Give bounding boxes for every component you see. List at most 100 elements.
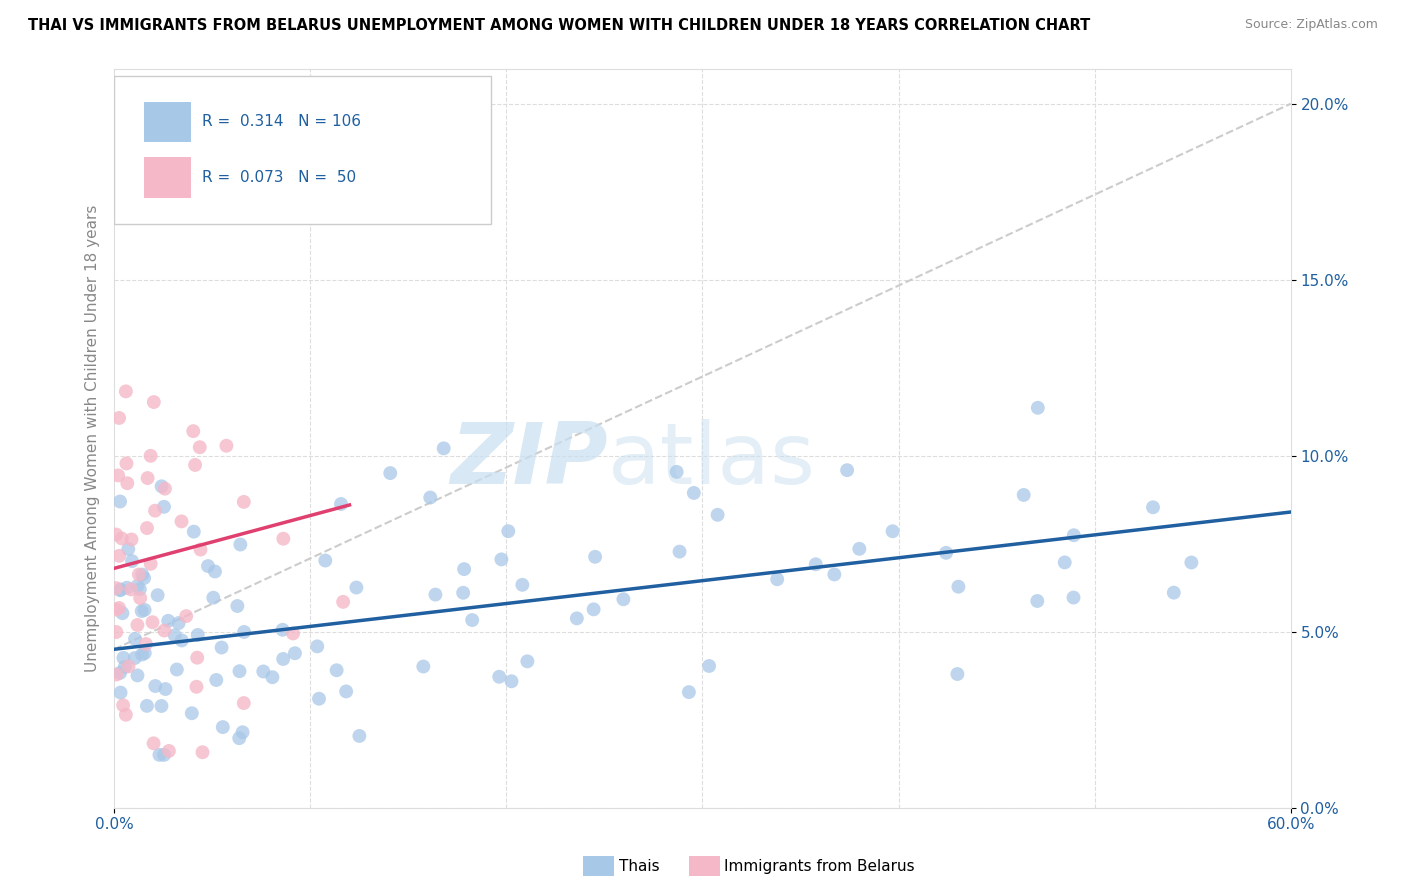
Point — [314, 553, 336, 567]
Point — [131, 604, 153, 618]
Point — [108, 494, 131, 508]
Text: ZIP: ZIP — [451, 418, 609, 502]
Point — [273, 532, 295, 546]
Point — [108, 411, 131, 425]
Point — [124, 651, 146, 665]
Point — [349, 729, 371, 743]
Point — [512, 578, 534, 592]
Point — [135, 637, 157, 651]
Bar — [143, 157, 191, 198]
Point — [211, 640, 233, 655]
Point — [308, 691, 330, 706]
Point — [153, 500, 176, 514]
Point — [134, 646, 156, 660]
Point — [124, 632, 146, 646]
Point — [197, 559, 219, 574]
Point — [205, 673, 228, 687]
Point — [668, 544, 690, 558]
Point — [215, 439, 238, 453]
Point — [139, 557, 162, 571]
Point — [170, 515, 193, 529]
Point — [211, 720, 233, 734]
Point — [112, 651, 135, 665]
Point — [146, 588, 169, 602]
Point — [114, 660, 136, 674]
Point — [697, 659, 720, 673]
Point — [935, 546, 957, 560]
Point — [105, 527, 128, 541]
Point — [184, 458, 207, 472]
Point — [882, 524, 904, 539]
Point — [131, 648, 153, 662]
Point — [157, 614, 180, 628]
Point — [136, 521, 159, 535]
Point — [105, 625, 128, 640]
Point — [461, 613, 484, 627]
Point — [142, 395, 165, 409]
Point — [108, 549, 131, 563]
Point — [143, 679, 166, 693]
Bar — [143, 102, 191, 143]
Point — [453, 562, 475, 576]
Point — [108, 601, 131, 615]
Point — [412, 659, 434, 673]
Point — [183, 524, 205, 539]
Point — [451, 586, 474, 600]
Point — [380, 466, 402, 480]
Point — [131, 567, 153, 582]
Point — [134, 603, 156, 617]
Point — [180, 706, 202, 721]
Point — [117, 541, 139, 556]
Point — [583, 549, 606, 564]
Text: atlas: atlas — [609, 418, 817, 502]
Point — [1012, 488, 1035, 502]
Point — [271, 652, 294, 666]
Point — [166, 663, 188, 677]
Point — [142, 736, 165, 750]
Point — [823, 567, 845, 582]
Point — [190, 542, 212, 557]
Point — [419, 491, 441, 505]
Point — [150, 479, 173, 493]
Text: THAI VS IMMIGRANTS FROM BELARUS UNEMPLOYMENT AMONG WOMEN WITH CHILDREN UNDER 18 : THAI VS IMMIGRANTS FROM BELARUS UNEMPLOY… — [28, 18, 1091, 33]
Point — [112, 698, 135, 713]
Point — [115, 384, 138, 399]
Point — [682, 486, 704, 500]
Point — [105, 602, 128, 616]
Text: R =  0.073   N =  50: R = 0.073 N = 50 — [202, 169, 357, 185]
Point — [155, 681, 177, 696]
Point — [111, 532, 134, 546]
Point — [228, 664, 250, 678]
Y-axis label: Unemployment Among Women with Children Under 18 years: Unemployment Among Women with Children U… — [86, 204, 100, 672]
Point — [229, 537, 252, 551]
Point — [120, 582, 142, 597]
Point — [281, 626, 304, 640]
Point — [115, 707, 138, 722]
Point — [202, 591, 225, 605]
Point — [134, 571, 156, 585]
Point — [612, 592, 634, 607]
Point — [105, 581, 128, 595]
Point — [111, 606, 134, 620]
FancyBboxPatch shape — [114, 76, 491, 224]
Point — [188, 440, 211, 454]
Point — [232, 725, 254, 739]
Point — [107, 468, 129, 483]
Point — [136, 698, 159, 713]
Point — [127, 579, 149, 593]
Point — [262, 670, 284, 684]
Point — [284, 646, 307, 660]
Point — [1063, 591, 1085, 605]
Point — [307, 640, 329, 654]
Point — [516, 654, 538, 668]
Point — [136, 471, 159, 485]
Point — [105, 667, 128, 681]
Point — [108, 583, 131, 598]
Point — [491, 552, 513, 566]
Point — [946, 667, 969, 681]
Point — [139, 449, 162, 463]
Point — [167, 616, 190, 631]
Point — [170, 633, 193, 648]
Point — [498, 524, 520, 539]
Point — [252, 665, 274, 679]
